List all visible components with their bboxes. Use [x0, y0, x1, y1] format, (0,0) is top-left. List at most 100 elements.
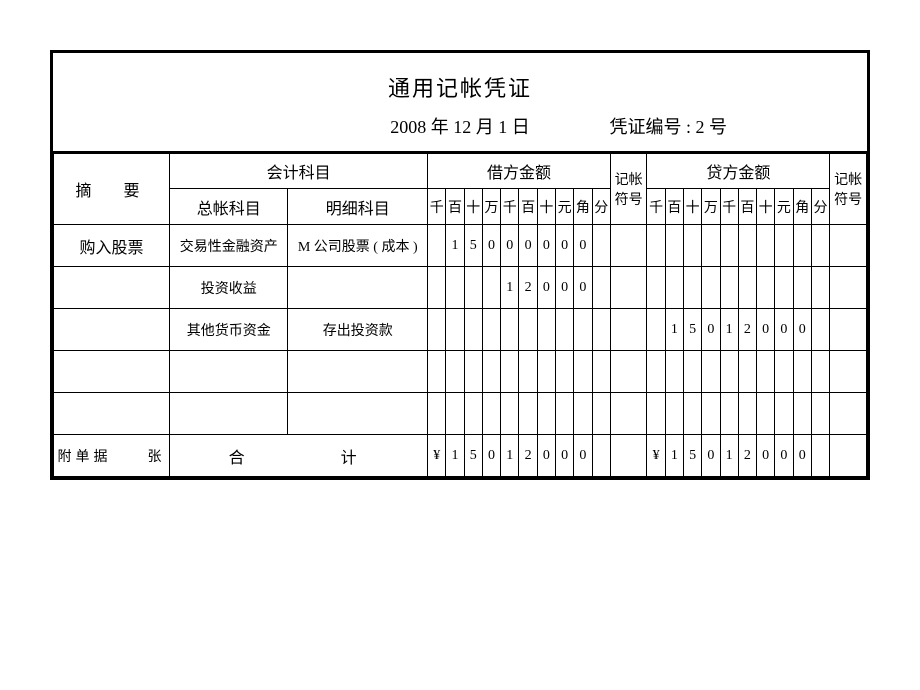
digit-label: 分 — [592, 189, 610, 225]
total-label: 合 计 — [170, 435, 428, 477]
credit-digit — [775, 351, 793, 393]
credit-digit — [702, 267, 720, 309]
debit-digit — [428, 393, 446, 435]
credit-digit — [757, 225, 775, 267]
summary-cell — [54, 267, 170, 309]
debit-digit: 0 — [555, 225, 573, 267]
detail-cell: 存出投资款 — [288, 309, 428, 351]
debit-digit: 0 — [537, 267, 555, 309]
credit-digit — [775, 267, 793, 309]
debit-digit: 0 — [501, 225, 519, 267]
detail-cell — [288, 267, 428, 309]
voucher-subhead: 2008 年 12 月 1 日 凭证编号 : 2 号 — [53, 113, 867, 143]
debit-total-digit: 1 — [446, 435, 464, 477]
credit-digit — [793, 225, 811, 267]
debit-digit — [592, 309, 610, 351]
posting-symbol-cell — [610, 267, 647, 309]
summary-cell — [54, 351, 170, 393]
debit-total-digit: 0 — [482, 435, 500, 477]
credit-digit — [775, 393, 793, 435]
debit-digit: 0 — [555, 267, 573, 309]
table-row: 其他货币资金存出投资款15012000 — [54, 309, 867, 351]
debit-digit: 0 — [537, 225, 555, 267]
posting-symbol-cell — [610, 351, 647, 393]
digit-label: 元 — [775, 189, 793, 225]
debit-digit: 0 — [574, 267, 592, 309]
digit-label: 角 — [574, 189, 592, 225]
debit-digit — [482, 267, 500, 309]
credit-digit — [683, 393, 701, 435]
credit-digit: 1 — [665, 309, 683, 351]
credit-digit — [793, 351, 811, 393]
debit-digit — [555, 351, 573, 393]
credit-digit — [647, 225, 665, 267]
posting-symbol-cell — [830, 225, 867, 267]
credit-digit: 0 — [702, 309, 720, 351]
debit-digit — [592, 393, 610, 435]
debit-digit: 1 — [446, 225, 464, 267]
gl-cell — [170, 351, 288, 393]
debit-digit — [464, 393, 482, 435]
debit-digit — [501, 393, 519, 435]
debit-digit: 0 — [519, 225, 537, 267]
credit-digit — [720, 267, 738, 309]
debit-digit — [482, 393, 500, 435]
debit-digit — [428, 351, 446, 393]
credit-digit — [720, 393, 738, 435]
digit-label: 万 — [482, 189, 500, 225]
col-credit: 贷方金额 — [647, 153, 830, 189]
posting-symbol-cell — [610, 309, 647, 351]
credit-digit — [702, 351, 720, 393]
credit-digit — [757, 351, 775, 393]
debit-digit — [574, 309, 592, 351]
debit-total-digit: 1 — [501, 435, 519, 477]
credit-digit — [702, 393, 720, 435]
debit-digit — [482, 351, 500, 393]
col-posting-symbol-2: 记帐符号 — [830, 153, 867, 225]
summary-cell: 购入股票 — [54, 225, 170, 267]
posting-symbol-cell — [610, 225, 647, 267]
debit-digit — [464, 351, 482, 393]
credit-digit: 5 — [683, 309, 701, 351]
posting-symbol-cell — [830, 309, 867, 351]
digit-label: 百 — [519, 189, 537, 225]
debit-digit: 0 — [574, 225, 592, 267]
col-debit: 借方金额 — [428, 153, 611, 189]
debit-digit — [592, 225, 610, 267]
digit-label: 千 — [501, 189, 519, 225]
digit-label: 十 — [757, 189, 775, 225]
attach-label: 附单据 张 — [54, 435, 170, 477]
gl-cell — [170, 393, 288, 435]
table-row: 投资收益12000 — [54, 267, 867, 309]
summary-cell — [54, 309, 170, 351]
debit-digit — [446, 309, 464, 351]
table-row: 购入股票交易性金融资产M 公司股票 ( 成本 )15000000 — [54, 225, 867, 267]
col-account-subject: 会计科目 — [170, 153, 428, 189]
debit-digit — [555, 309, 573, 351]
debit-total-digit: 5 — [464, 435, 482, 477]
voucher-title: 通用记帐凭证 — [53, 71, 867, 103]
digit-label: 十 — [464, 189, 482, 225]
debit-digit — [537, 309, 555, 351]
posting-symbol-cell — [830, 435, 867, 477]
debit-digit — [428, 225, 446, 267]
debit-digit — [555, 393, 573, 435]
debit-digit — [482, 309, 500, 351]
gl-cell: 其他货币资金 — [170, 309, 288, 351]
debit-digit — [446, 351, 464, 393]
debit-digit: 5 — [464, 225, 482, 267]
col-posting-symbol-1: 记帐符号 — [610, 153, 647, 225]
debit-digit — [446, 267, 464, 309]
digit-label: 千 — [720, 189, 738, 225]
debit-digit — [592, 351, 610, 393]
credit-digit — [720, 225, 738, 267]
debit-digit — [519, 393, 537, 435]
col-detail-ledger: 明细科目 — [288, 189, 428, 225]
digit-label: 百 — [665, 189, 683, 225]
debit-digit — [574, 393, 592, 435]
digit-label: 十 — [537, 189, 555, 225]
credit-digit: 0 — [757, 309, 775, 351]
posting-symbol-cell — [830, 393, 867, 435]
debit-digit — [519, 351, 537, 393]
debit-digit — [501, 309, 519, 351]
